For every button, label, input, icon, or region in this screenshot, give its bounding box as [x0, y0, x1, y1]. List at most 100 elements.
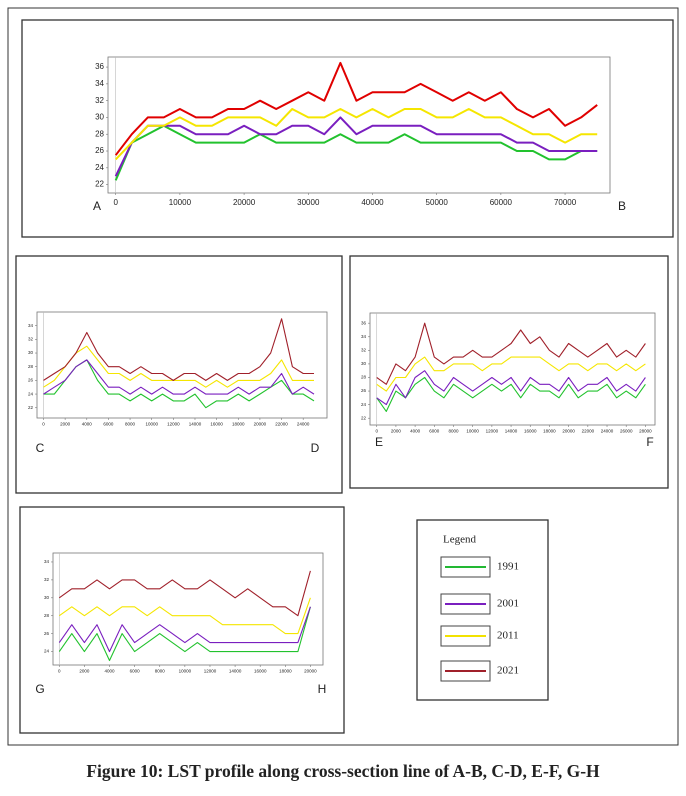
x-tick-label: 0 [58, 669, 61, 674]
x-tick-label: 16000 [254, 669, 267, 674]
legend-label: 2001 [497, 598, 519, 610]
x-tick-label: 10000 [145, 422, 158, 427]
x-tick-label: 14000 [505, 429, 518, 434]
x-tick-label: 20000 [562, 429, 575, 434]
series-line [376, 376, 646, 412]
plot-area [52, 552, 324, 666]
x-tick-label: 6000 [103, 422, 114, 427]
section-end-label: D [311, 441, 320, 455]
x-tick-label: 8000 [125, 422, 136, 427]
y-tick-label: 26 [361, 388, 367, 393]
x-tick-label: 70000 [554, 198, 577, 207]
section-start-label: E [375, 435, 383, 449]
x-tick-label: 16000 [210, 422, 223, 427]
y-tick-label: 28 [44, 613, 50, 618]
x-tick-label: 18000 [543, 429, 556, 434]
series-line [114, 124, 598, 181]
x-tick-label: 2000 [60, 422, 71, 427]
section-start-label: C [36, 441, 45, 455]
y-tick-label: 24 [44, 649, 50, 654]
x-tick-label: 8000 [155, 669, 166, 674]
x-tick-label: 22000 [582, 429, 595, 434]
x-tick-label: 2000 [391, 429, 402, 434]
y-tick-label: 26 [95, 146, 104, 155]
x-tick-label: 30000 [297, 198, 320, 207]
legend-label: 2021 [497, 665, 519, 677]
y-tick-label: 26 [28, 378, 34, 383]
y-tick-label: 26 [44, 631, 50, 636]
y-tick-label: 36 [95, 62, 104, 71]
x-tick-label: 12000 [167, 422, 180, 427]
x-tick-label: 12000 [486, 429, 499, 434]
x-tick-label: 4000 [410, 429, 421, 434]
x-tick-label: 2000 [79, 669, 90, 674]
x-tick-label: 10000 [466, 429, 479, 434]
y-tick-label: 28 [28, 364, 34, 369]
x-tick-label: 10000 [169, 198, 192, 207]
x-tick-label: 20000 [254, 422, 267, 427]
x-tick-label: 24000 [601, 429, 614, 434]
series-line [376, 370, 646, 406]
legend-label: 1991 [497, 561, 519, 573]
figure-frame [7, 7, 679, 746]
x-tick-label: 20000 [304, 669, 317, 674]
y-tick-label: 22 [95, 180, 104, 189]
series-line [43, 345, 314, 388]
y-tick-label: 34 [28, 323, 34, 328]
caption: Figure 10: LST profile along cross-secti… [86, 761, 600, 781]
series-line [43, 318, 314, 381]
x-tick-label: 40000 [361, 198, 384, 207]
x-tick-label: 0 [375, 429, 378, 434]
x-tick-label: 18000 [279, 669, 292, 674]
series-line [58, 606, 311, 653]
y-tick-label: 30 [28, 350, 34, 355]
y-tick-label: 22 [361, 415, 367, 420]
series-line [114, 116, 598, 177]
section-end-label: H [318, 682, 327, 696]
y-tick-label: 36 [361, 320, 367, 325]
x-tick-label: 20000 [233, 198, 256, 207]
y-tick-label: 28 [361, 375, 367, 380]
series-line [114, 108, 598, 161]
section-start-label: G [35, 682, 44, 696]
series-line [58, 570, 311, 617]
y-tick-label: 34 [44, 559, 50, 564]
series-line [114, 61, 598, 156]
y-tick-label: 24 [361, 402, 367, 407]
x-tick-label: 6000 [429, 429, 440, 434]
series-line [376, 322, 646, 385]
y-tick-label: 34 [95, 79, 104, 88]
series-line [376, 356, 646, 392]
x-tick-label: 0 [113, 198, 118, 207]
section-start-label: A [93, 199, 101, 213]
y-tick-label: 28 [95, 129, 104, 138]
x-tick-label: 4000 [82, 422, 93, 427]
x-tick-label: 22000 [275, 422, 288, 427]
y-tick-label: 34 [361, 334, 367, 339]
x-tick-label: 14000 [189, 422, 202, 427]
plot-area [107, 56, 611, 194]
y-tick-label: 30 [95, 113, 104, 122]
series-line [43, 359, 315, 409]
x-tick-label: 8000 [448, 429, 459, 434]
plot-area [369, 312, 656, 426]
series-line [58, 606, 311, 662]
y-tick-label: 32 [44, 577, 50, 582]
x-tick-label: 12000 [204, 669, 217, 674]
legend-title: Legend [443, 534, 476, 546]
x-tick-label: 28000 [639, 429, 652, 434]
x-tick-label: 0 [42, 422, 45, 427]
x-tick-label: 16000 [524, 429, 537, 434]
x-tick-label: 14000 [229, 669, 242, 674]
x-tick-label: 18000 [232, 422, 245, 427]
x-tick-label: 4000 [105, 669, 116, 674]
x-tick-label: 60000 [490, 198, 513, 207]
y-tick-label: 30 [44, 595, 50, 600]
legend-label: 2011 [497, 630, 519, 642]
y-tick-label: 32 [361, 348, 367, 353]
section-end-label: B [618, 199, 626, 213]
y-tick-label: 30 [361, 361, 367, 366]
y-tick-label: 24 [28, 391, 34, 396]
series-line [58, 597, 311, 635]
